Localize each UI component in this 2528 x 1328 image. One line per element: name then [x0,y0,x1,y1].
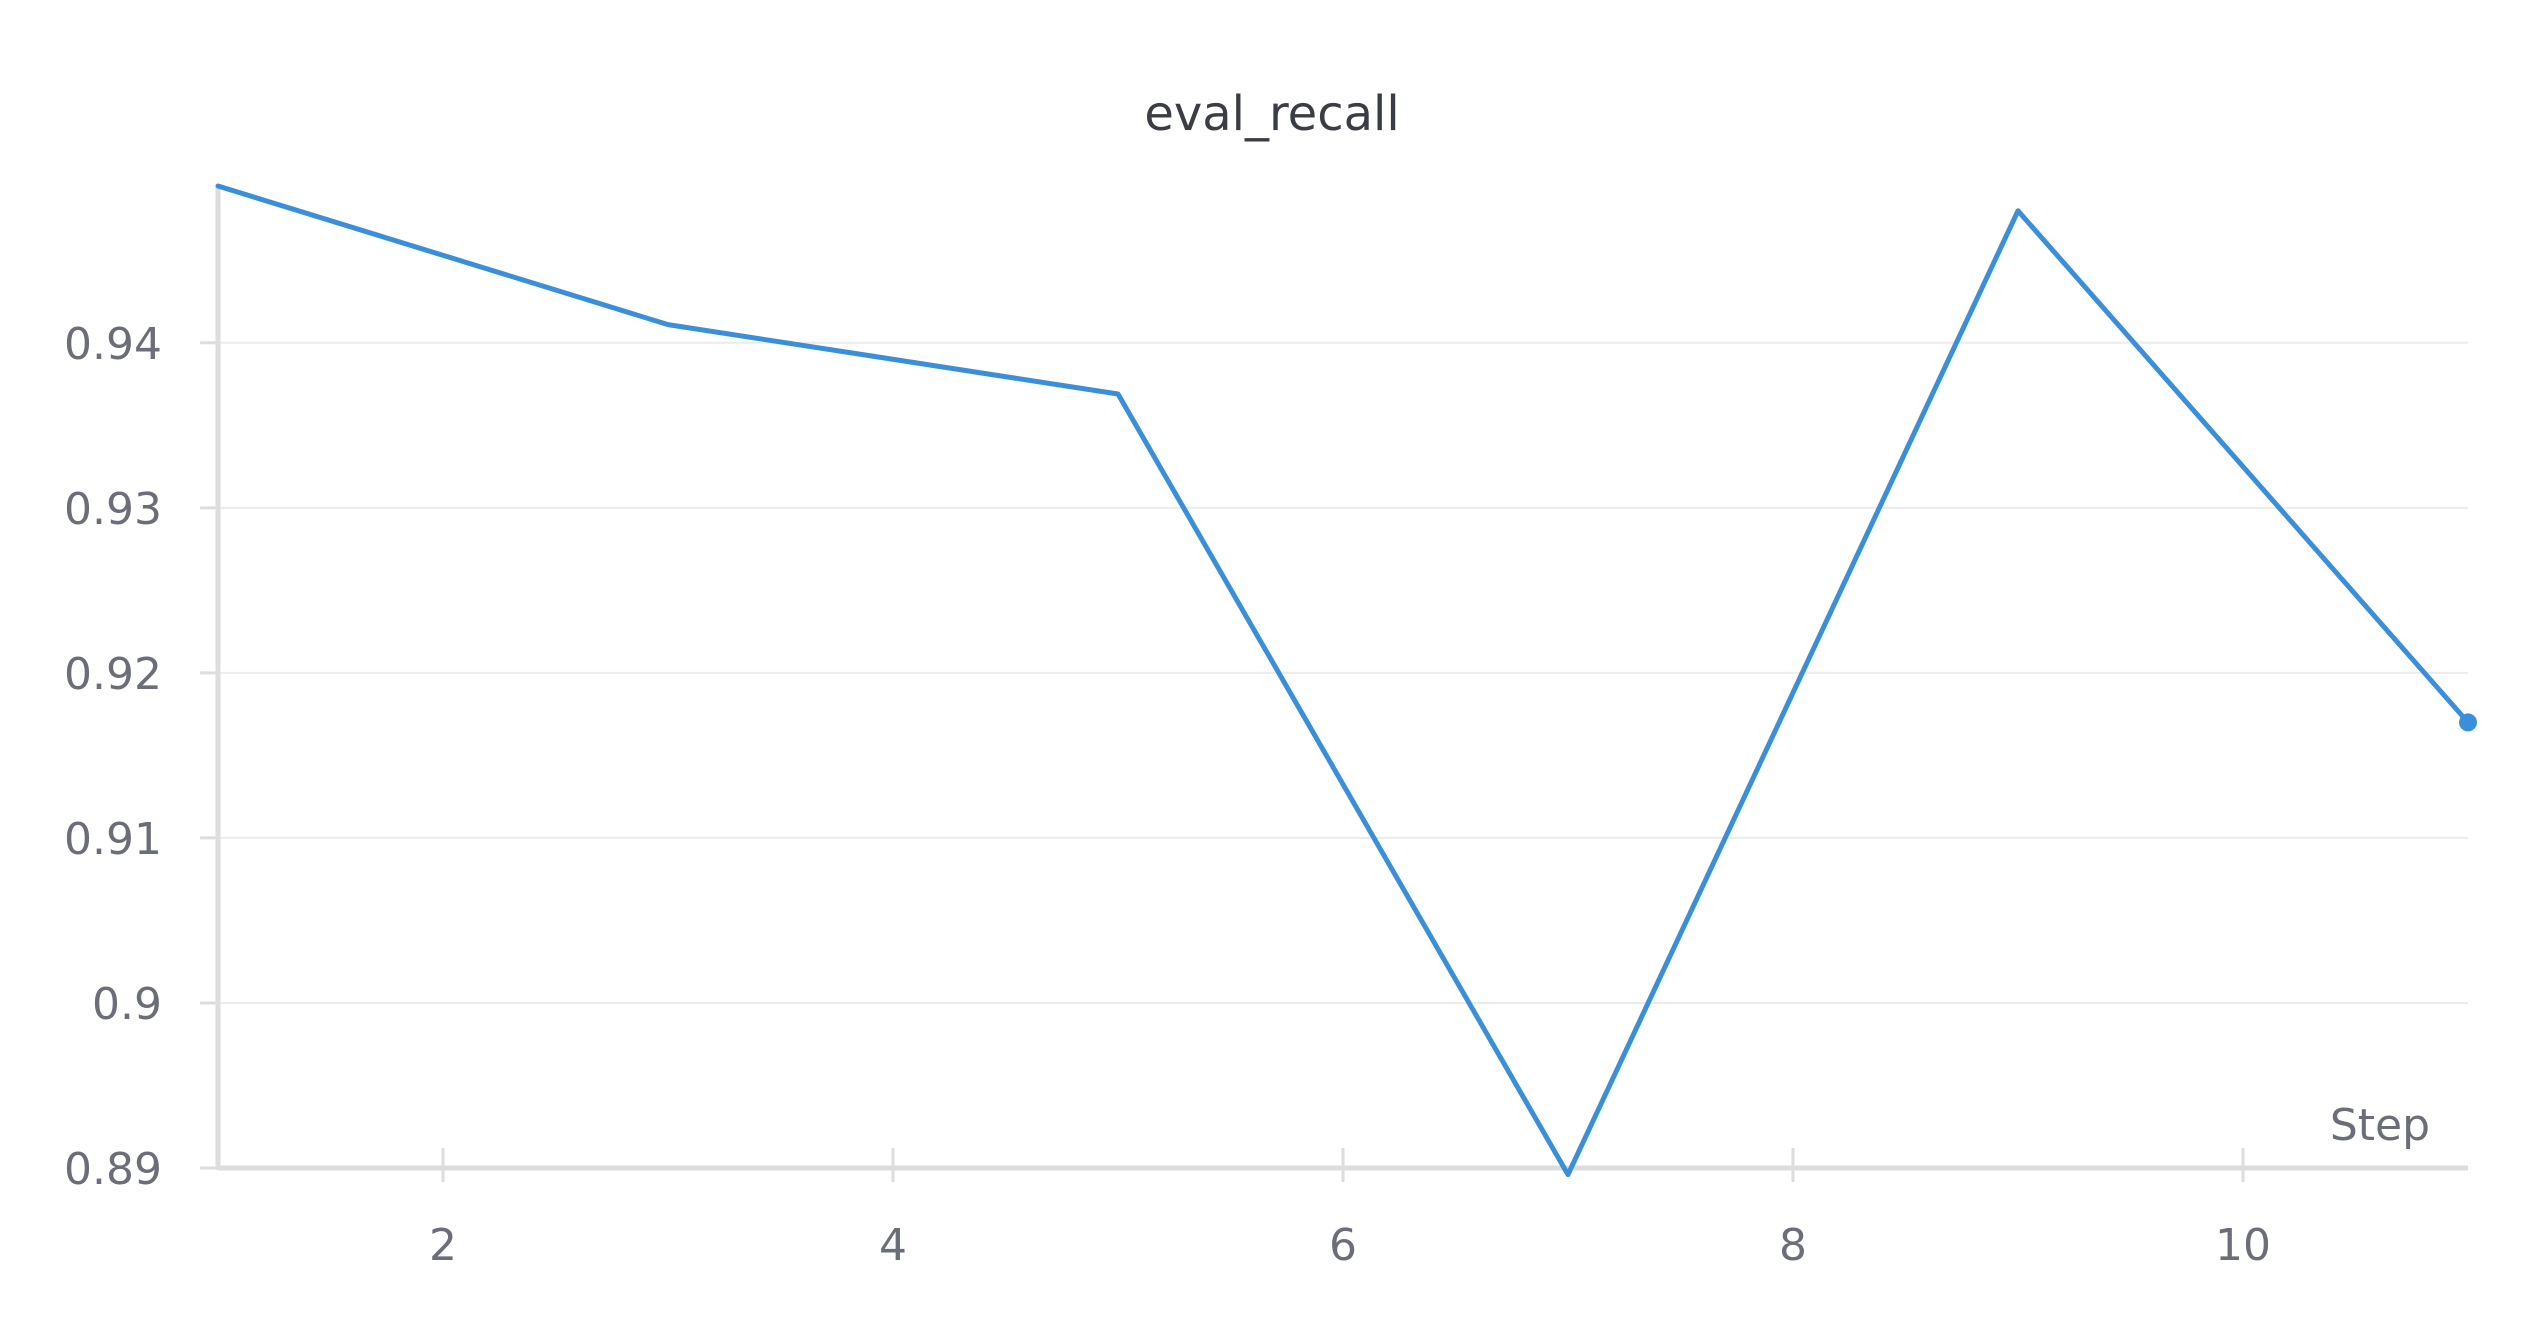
grid-layer [218,341,2468,1004]
x-tick-label: 2 [429,1220,457,1271]
series-line [215,183,2471,1178]
chart-title: eval_recall [1144,86,1399,142]
x-tick-label: 8 [1779,1220,1807,1271]
x-tick-label: 10 [2215,1220,2271,1271]
series-layer [215,183,2477,1178]
y-tick-label: 0.9 [92,979,162,1030]
x-tick-label: 6 [1329,1220,1357,1271]
x-axis-label: Step [2330,1100,2430,1151]
y-tick-label: 0.93 [64,484,162,535]
y-tick-label: 0.89 [64,1144,162,1195]
y-tick-label: 0.92 [64,649,162,700]
y-tick-label: 0.94 [64,319,162,370]
y-tick-label: 0.91 [64,814,162,865]
x-tick-label: 4 [879,1220,907,1271]
series-end-marker [2459,713,2477,732]
axes: 0.89 0.9 0.91 0.92 0.93 0.94 2 4 6 8 10 [64,186,2468,1271]
